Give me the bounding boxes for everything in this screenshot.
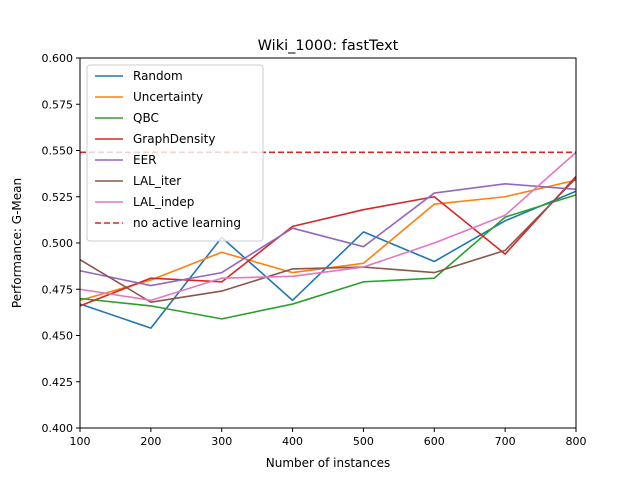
legend-label-lal-iter: LAL_iter [133,174,181,188]
legend: Random Uncertainty QBC GraphDensity EER LAL_i… [86,64,264,242]
y-tick-label: 0.400 [42,422,74,435]
y-tick-label: 0.525 [42,191,74,204]
x-tick-label: 200 [140,435,161,448]
y-tick-label: 0.500 [42,237,74,250]
series-line-lal-indep [79,151,577,302]
y-tick-label: 0.425 [42,376,74,389]
x-tick-label: 400 [282,435,303,448]
x-tick-label: 500 [353,435,374,448]
legend-label-eer: EER [133,153,157,167]
y-tick-label: 0.450 [42,330,74,343]
y-tick-label: 0.575 [42,98,74,111]
x-tick-label: 300 [211,435,232,448]
y-tick-label: 0.550 [42,145,74,158]
series-line-lal-iter [79,177,577,304]
legend-label-graphdensity: GraphDensity [133,132,215,146]
legend-label-no-active-learning: no active learning [133,216,241,230]
x-axis-label: Number of instances [266,456,391,470]
legend-label-random: Random [133,69,183,83]
plot-frame [79,57,577,429]
legend-box [86,64,264,242]
y-tick-label: 0.600 [42,52,74,65]
x-tick-label: 600 [424,435,445,448]
y-axis-label: Performance: G-Mean [10,178,24,308]
series-line-graphdensity [79,175,577,307]
legend-label-qbc: QBC [133,111,159,125]
x-tick-label: 800 [566,435,587,448]
legend-label-uncertainty: Uncertainty [133,90,203,104]
series-line-eer [79,183,577,287]
x-tick-label: 700 [495,435,516,448]
y-tick-label: 0.475 [42,283,74,296]
chart-title: Wiki_1000: fastText [258,38,399,54]
x-tick-label: 100 [70,435,91,448]
legend-label-lal-indep: LAL_indep [133,195,194,209]
axes: 100 200 300 400 500 600 700 800 0.400 0.425 0.450 0… [42,52,587,448]
series-line-qbc [79,194,577,320]
